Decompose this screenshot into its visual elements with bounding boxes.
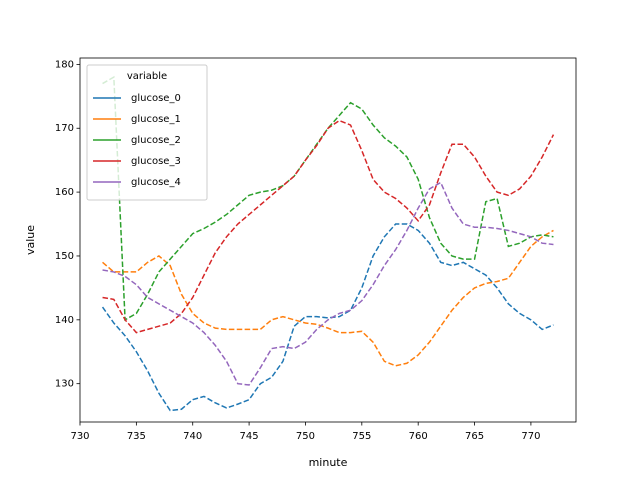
- legend-title: variable: [127, 71, 167, 82]
- y-tick-label: 150: [55, 251, 74, 262]
- y-tick-label: 160: [55, 187, 74, 198]
- series-line: [101, 223, 554, 412]
- x-tick-label: 765: [465, 431, 484, 442]
- legend-label: glucose_4: [131, 177, 181, 188]
- series-line: [102, 75, 554, 322]
- legend-label: glucose_2: [131, 135, 181, 146]
- x-axis-label: minute: [309, 456, 348, 469]
- y-tick-label: 180: [55, 59, 74, 70]
- series-line: [102, 229, 554, 367]
- legend-label: glucose_3: [131, 156, 181, 167]
- x-tick-label: 770: [521, 431, 540, 442]
- x-tick-label: 745: [240, 431, 259, 442]
- x-tick-label: 750: [296, 431, 315, 442]
- x-tick-label: 730: [70, 431, 89, 442]
- series-line: [102, 181, 554, 386]
- y-tick-label: 170: [55, 123, 74, 134]
- x-tick-label: 740: [183, 431, 202, 442]
- legend-label: glucose_0: [131, 93, 181, 104]
- x-tick-label: 760: [409, 431, 428, 442]
- x-tick-label: 735: [127, 431, 146, 442]
- plot-frame: [79, 57, 577, 423]
- x-tick-label: 755: [352, 431, 371, 442]
- series-line: [102, 119, 555, 334]
- y-tick-label: 140: [55, 315, 74, 326]
- y-tick-label: 130: [55, 379, 74, 390]
- legend-label: glucose_1: [131, 114, 181, 125]
- y-axis-label: value: [24, 225, 37, 255]
